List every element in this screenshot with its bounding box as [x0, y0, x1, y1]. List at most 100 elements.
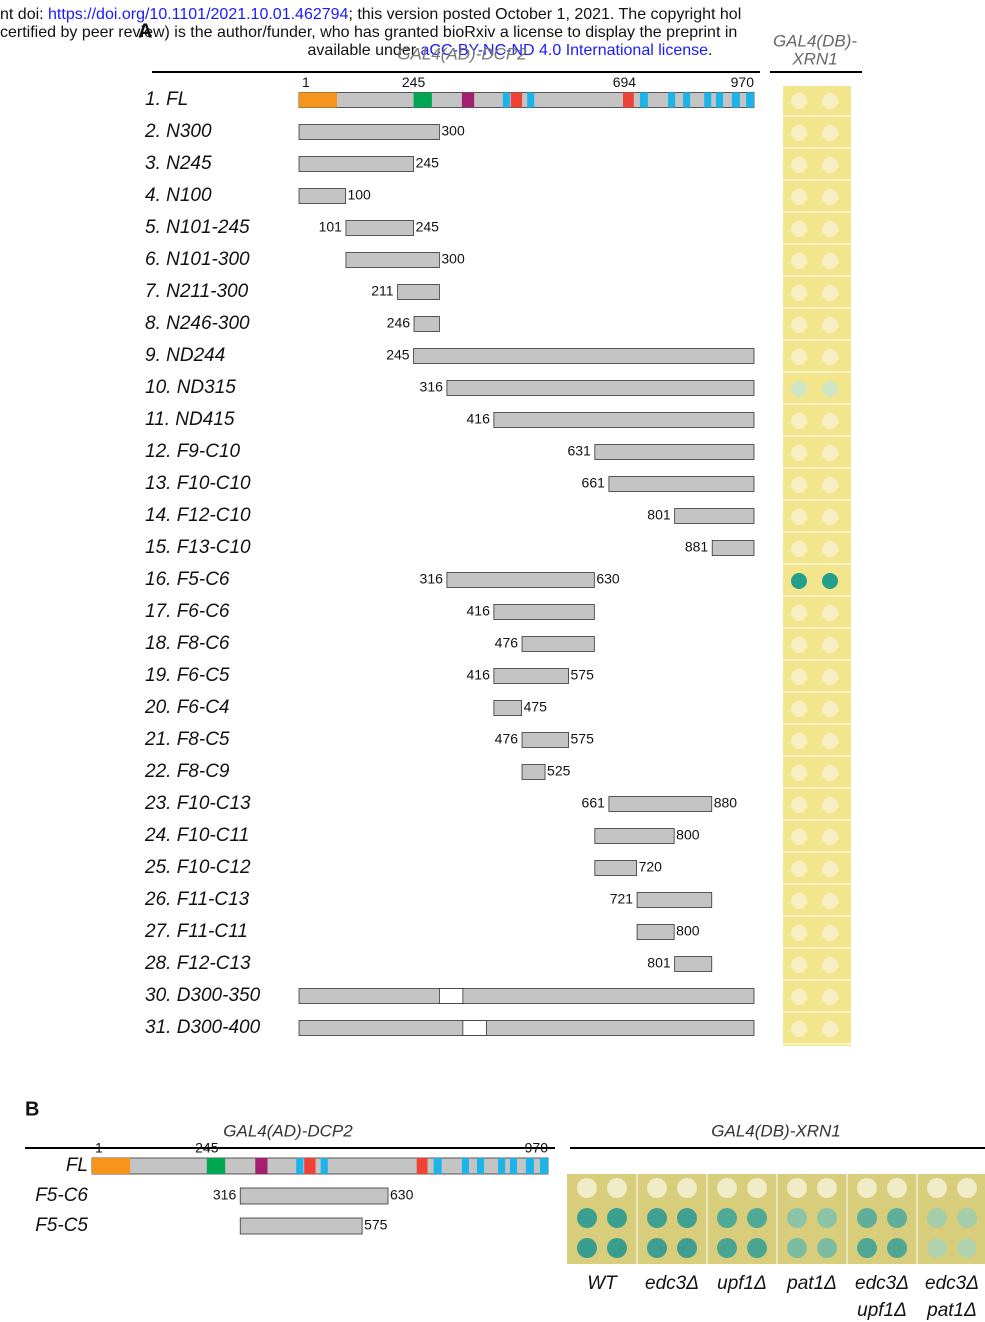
yeast-spot	[791, 189, 807, 205]
construct-label: 18. F8-C6	[145, 633, 230, 654]
construct-bar	[522, 637, 594, 652]
yeast-spot	[822, 669, 838, 685]
construct-bar	[637, 893, 712, 908]
doi-link[interactable]: https://doi.org/10.1101/2021.10.01.46279…	[48, 6, 349, 23]
domain	[417, 1158, 428, 1174]
panel-title: GAL4(AD)-DCP2	[223, 1121, 353, 1140]
end-residue: 880	[714, 795, 738, 811]
construct-label: 8. N246-300	[145, 313, 250, 334]
domain	[526, 1158, 534, 1174]
panel-title: GAL4(DB)-XRN1	[711, 1121, 840, 1140]
end-residue: 720	[639, 859, 663, 875]
construct-bar	[609, 477, 754, 492]
yeast-spot	[647, 1178, 667, 1198]
residue-tick: 245	[195, 1140, 219, 1156]
yeast-spot	[717, 1238, 737, 1258]
construct-bar	[595, 829, 674, 844]
strain-label: edc3Δ	[645, 1273, 699, 1294]
start-residue: 416	[467, 603, 491, 619]
yeast-spot	[822, 605, 838, 621]
yeast-spot	[822, 893, 838, 909]
yeast-spot	[791, 637, 807, 653]
construct-bar	[522, 765, 545, 780]
construct-label: 26. F11-C13	[144, 889, 250, 910]
domain	[668, 93, 675, 108]
construct-label: 12. F9-C10	[145, 441, 240, 462]
start-residue: 476	[495, 635, 519, 651]
yeast-spot	[822, 381, 838, 397]
end-residue: 245	[416, 219, 440, 235]
residue-tick: 1	[302, 74, 310, 90]
start-residue: 801	[647, 955, 671, 971]
yeast-spot	[822, 413, 838, 429]
yeast-spot	[791, 381, 807, 397]
start-residue: 416	[467, 411, 491, 427]
construct-bar	[299, 1021, 754, 1036]
domain	[623, 93, 634, 108]
start-residue: 661	[582, 795, 606, 811]
yeast-spot	[791, 605, 807, 621]
end-residue: 475	[524, 699, 548, 715]
start-residue: 721	[610, 891, 634, 907]
domain	[207, 1158, 225, 1174]
yeast-spot	[791, 317, 807, 333]
yeast-spot	[822, 797, 838, 813]
yeast-spot	[822, 253, 838, 269]
end-residue: 525	[547, 763, 571, 779]
yeast-spot	[822, 541, 838, 557]
domain	[498, 1158, 505, 1174]
yeast-spot	[822, 989, 838, 1005]
yeast-spot	[791, 701, 807, 717]
start-residue: 211	[371, 283, 394, 299]
construct-bar	[299, 989, 754, 1004]
residue-tick: 1	[95, 1140, 103, 1156]
yeast-spot	[822, 349, 838, 365]
domain	[255, 1158, 267, 1174]
domain	[304, 1158, 315, 1174]
construct-bar	[299, 125, 439, 140]
panel-title: XRN1	[791, 49, 837, 68]
yeast-spot	[817, 1208, 837, 1228]
start-residue: 661	[582, 475, 606, 491]
yeast-spot	[817, 1178, 837, 1198]
start-residue: 316	[213, 1187, 237, 1203]
yeast-spot	[822, 285, 838, 301]
construct-label: 3. N245	[145, 153, 212, 174]
construct-bar	[712, 541, 754, 556]
construct-label: 2. N300	[144, 121, 212, 142]
construct-bar	[398, 285, 440, 300]
yeast-spot	[607, 1178, 627, 1198]
yeast-spot	[822, 573, 838, 589]
header-line-2: certified by peer review) is the author/…	[0, 24, 737, 41]
construct-label: F5-C5	[35, 1215, 88, 1236]
construct-label: 14. F12-C10	[145, 505, 251, 526]
construct-label: 22. F8-C9	[144, 761, 230, 782]
yeast-spot	[822, 445, 838, 461]
construct-bar	[346, 253, 439, 268]
construct-bar	[240, 1188, 388, 1204]
end-residue: 300	[441, 251, 465, 267]
domain	[510, 1158, 517, 1174]
start-residue: 416	[467, 667, 491, 683]
yeast-spot	[887, 1208, 907, 1228]
construct-bar	[675, 509, 754, 524]
strain-label: upf1Δ	[857, 1300, 907, 1321]
yeast-spot	[791, 125, 807, 141]
construct-label: 28. F12-C13	[144, 953, 251, 974]
construct-label: 24. F10-C11	[144, 825, 249, 846]
end-residue: 245	[416, 155, 440, 171]
construct-label: 23. F10-C13	[144, 793, 251, 814]
yeast-spot	[817, 1238, 837, 1258]
domain	[732, 93, 740, 108]
header-text: ; this version posted October 1, 2021. T…	[348, 6, 741, 23]
panel-title: GAL4(DB)-	[773, 31, 857, 50]
panel-title: GAL4(AD)-DCP2	[397, 44, 527, 63]
yeast-spot	[822, 317, 838, 333]
construct-label: 17. F6-C6	[145, 601, 230, 622]
yeast-spot	[791, 861, 807, 877]
end-residue: 575	[364, 1217, 388, 1233]
domain	[299, 93, 337, 108]
domain	[704, 93, 711, 108]
domain	[527, 93, 534, 108]
construct-label: 13. F10-C10	[145, 473, 251, 494]
